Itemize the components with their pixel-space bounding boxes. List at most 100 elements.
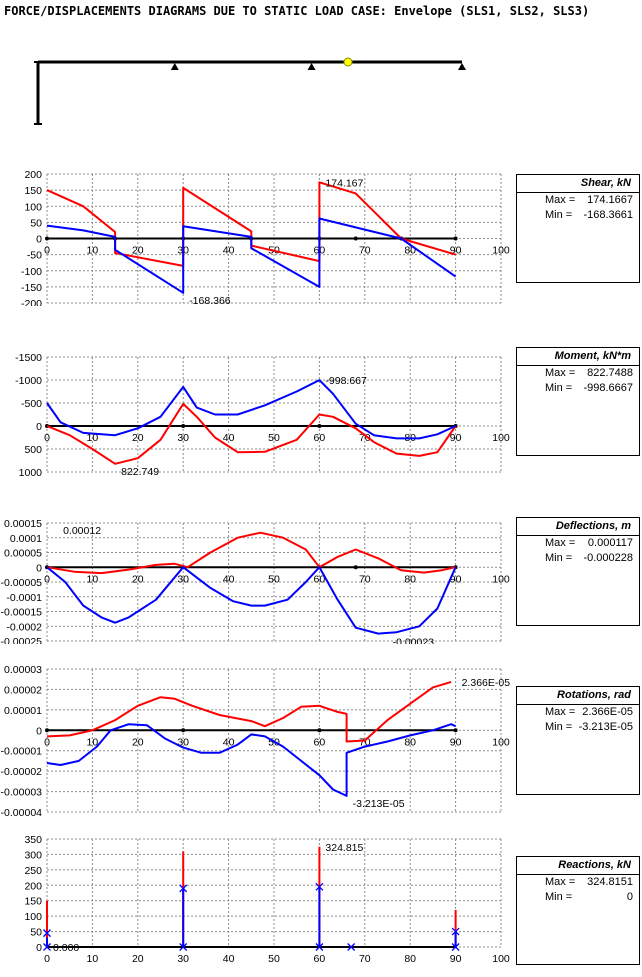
x-tick-label: 90 xyxy=(450,432,462,444)
reaction-marker xyxy=(451,943,460,951)
x-tick-label: 30 xyxy=(177,736,189,748)
x-tick-label: 0 xyxy=(44,245,50,257)
rotations-summary-box: Rotations, rad Max = 2.366E-05 Min = -3.21… xyxy=(516,686,640,795)
reaction-marker xyxy=(43,943,51,951)
y-tick-label: 0 xyxy=(36,421,42,433)
data-annotation: -0.00023 xyxy=(393,637,435,644)
y-tick-label: 300 xyxy=(24,849,42,861)
y-tick-label: -100 xyxy=(21,266,42,278)
x-tick-label: 80 xyxy=(404,953,416,965)
x-tick-label: 90 xyxy=(450,245,462,257)
y-tick-label: 250 xyxy=(24,865,42,877)
y-tick-label: -0.00001 xyxy=(1,746,43,758)
reactions-min-row: Min = 0 xyxy=(517,890,639,905)
x-tick-label: 60 xyxy=(314,736,326,748)
x-tick-label: 10 xyxy=(87,736,99,748)
data-annotation: 2.366E-05 xyxy=(462,677,511,689)
data-annotation: 0.000 xyxy=(53,942,79,954)
min-value: 0 xyxy=(626,891,633,903)
x-tick-label: 90 xyxy=(450,736,462,748)
y-tick-label: 50 xyxy=(30,217,42,229)
x-tick-label: 50 xyxy=(268,573,280,585)
y-tick-label: 100 xyxy=(24,201,42,213)
x-tick-label: 100 xyxy=(492,736,510,748)
reaction-marker xyxy=(347,943,356,951)
y-tick-label: 0.00003 xyxy=(4,664,42,676)
y-tick-label: 0 xyxy=(36,234,42,246)
y-tick-label: -200 xyxy=(21,298,42,306)
x-tick-label: 40 xyxy=(223,573,235,585)
y-tick-label: -500 xyxy=(21,398,42,410)
x-tick-label: 20 xyxy=(132,245,144,257)
y-tick-label: 0.00001 xyxy=(4,705,42,717)
y-tick-label: -0.0001 xyxy=(6,592,42,604)
y-tick-label: 150 xyxy=(24,896,42,908)
y-tick-label: -0.00025 xyxy=(1,636,43,644)
shear-box-title: Shear, kN xyxy=(517,175,639,193)
rotations-box-title: Rotations, rad xyxy=(517,687,639,705)
y-tick-label: -0.0002 xyxy=(6,621,42,633)
deflections-max-row: Max = 0.000117 xyxy=(517,536,639,551)
x-tick-label: 20 xyxy=(132,573,144,585)
reaction-marker xyxy=(315,943,324,951)
rotations-min-row: Min = -3.213E-05 xyxy=(517,720,639,735)
x-tick-label: 20 xyxy=(132,736,144,748)
data-annotation: 324.815 xyxy=(325,842,363,854)
x-tick-label: 70 xyxy=(359,432,371,444)
y-tick-label: 0.00002 xyxy=(4,684,42,696)
x-tick-label: 40 xyxy=(223,953,235,965)
data-annotation: -168.366 xyxy=(189,295,231,306)
axis-node-marker xyxy=(181,728,186,733)
axis-node-marker xyxy=(453,728,458,733)
data-annotation: 174.167 xyxy=(325,177,363,189)
y-tick-label: 200 xyxy=(24,880,42,892)
x-tick-label: 60 xyxy=(314,432,326,444)
hinge-node xyxy=(343,57,353,67)
min-label: Min = xyxy=(545,891,573,903)
y-tick-label: 1000 xyxy=(19,467,43,479)
x-tick-label: 0 xyxy=(44,432,50,444)
y-tick-label: 0.00015 xyxy=(4,518,42,530)
y-tick-label: 0 xyxy=(36,562,42,574)
min-envelope-line xyxy=(46,566,457,635)
max-label: Max = xyxy=(545,706,576,718)
x-tick-label: 60 xyxy=(314,573,326,585)
x-tick-label: 80 xyxy=(404,245,416,257)
x-tick-label: 10 xyxy=(87,432,99,444)
deflections-box-title: Deflections, m xyxy=(517,518,639,536)
max-label: Max = xyxy=(545,876,576,888)
y-tick-label: 0.0001 xyxy=(10,533,42,545)
x-tick-label: 70 xyxy=(359,245,371,257)
max-value: 0.000117 xyxy=(587,537,633,549)
data-annotation: 822.749 xyxy=(121,466,159,478)
deflections-summary-box: Deflections, m Max = 0.000117 Min = -0.000… xyxy=(516,517,640,626)
x-tick-label: 60 xyxy=(314,953,326,965)
max-envelope-line xyxy=(46,531,456,575)
max-value: 174.1667 xyxy=(587,194,633,206)
max-label: Max = xyxy=(545,367,576,379)
x-tick-label: 0 xyxy=(44,953,50,965)
beam-schematic xyxy=(34,57,466,125)
x-tick-label: 40 xyxy=(223,245,235,257)
min-label: Min = xyxy=(545,382,573,394)
reaction-marker xyxy=(179,943,188,951)
max-label: Max = xyxy=(545,194,576,206)
max-value: 324.8151 xyxy=(587,876,633,888)
rotations-max-row: Max = 2.366E-05 xyxy=(517,705,639,720)
x-tick-label: 90 xyxy=(450,953,462,965)
x-tick-label: 100 xyxy=(492,432,510,444)
rotations-chart: 0.000030.000020.000010-0.00001-0.00002-0… xyxy=(1,664,511,816)
y-tick-label: -0.00002 xyxy=(1,766,43,778)
x-tick-label: 100 xyxy=(492,245,510,257)
y-tick-label: -1500 xyxy=(15,352,42,364)
support-marker xyxy=(170,63,179,70)
deflections-chart: 0.000150.00010.000050-0.00005-0.0001-0.0… xyxy=(1,518,510,644)
reaction-marker xyxy=(451,927,460,936)
x-tick-label: 100 xyxy=(492,573,510,585)
min-value: -998.6667 xyxy=(583,382,633,394)
x-tick-label: 100 xyxy=(492,953,510,965)
support-marker xyxy=(458,63,466,70)
moment-max-row: Max = 822.7488 xyxy=(517,366,639,381)
data-annotation: -998.667 xyxy=(325,375,367,387)
y-tick-label: 500 xyxy=(24,444,42,456)
